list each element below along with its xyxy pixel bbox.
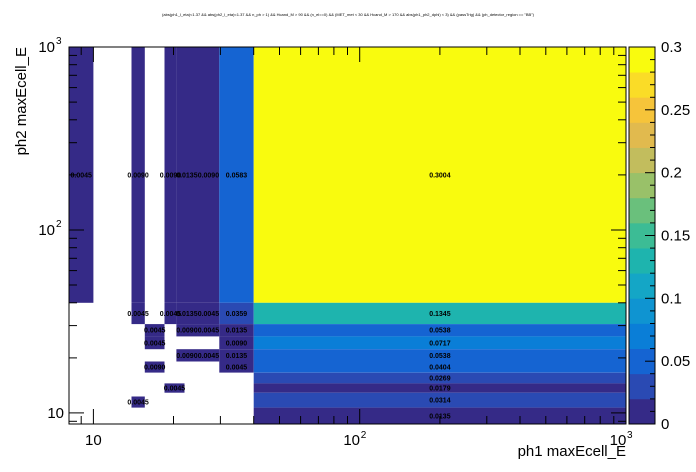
cell-value-label: 0.0583 [226,172,248,179]
colorbar-tick-label: 0.1 [661,290,682,307]
heatmap-cell [131,47,145,303]
cell-value-label: 0.0135 [176,172,198,179]
cell-value-label: 0.0090 [176,328,198,335]
colorbar: 0 0.05 0.1 0.15 0.2 0.25 0.3 [628,39,690,433]
heatmap-cell [164,47,177,303]
heatmap-cell [253,324,626,337]
cell-value-label: 0.0045 [70,172,92,179]
x-tick-exponent: 3 [627,430,633,441]
heatmap-cell [219,324,254,337]
heatmap-cell [253,372,626,384]
heatmap-cell [219,336,254,350]
x-tick-label: 10 [85,432,102,449]
cell-value-label: 0.0045 [127,400,149,407]
x-tick-label: 10 [343,432,360,449]
cell-value-label: 0.0045 [164,386,186,393]
cell-value-label: 0.0135 [176,311,198,318]
colorbar-tick-label: 0.3 [661,39,682,56]
heatmap-cells [69,47,626,424]
heatmap-cell [253,336,626,350]
colorbar-tick-label: 0.25 [661,102,690,119]
y-axis-title: ph2 maxEcell_E [13,47,30,155]
heatmap-cell [219,302,254,325]
heatmap-cell [219,349,254,362]
colorbar-tick-label: 0.15 [661,228,690,245]
heatmap-cell [144,324,165,337]
cell-value-label: 0.0045 [127,311,149,318]
y-tick-label: 10 [38,222,55,239]
y-tick-label: 10 [38,39,55,56]
x-tick-exponent: 2 [361,430,367,441]
heatmap-cell [219,47,254,303]
cell-value-label: 0.0179 [429,386,451,393]
heatmap-cell [144,361,165,373]
cell-value-label: 0.0045 [160,311,182,318]
cell-value-label: 0.0717 [429,340,451,347]
heatmap-cell [176,324,198,337]
heatmap-cell [253,407,626,424]
heatmap-cell [197,47,220,303]
cell-value-label: 0.0045 [198,328,220,335]
heatmap-cell [197,324,220,337]
y-tick-exponent: 3 [56,36,62,47]
heatmap-cell [144,336,165,350]
cell-value-label: 0.0090 [160,172,182,179]
heatmap-cell [164,302,177,325]
cell-value-label: 0.0090 [176,353,198,360]
plot-title: (abs(ph1_l_eta)<1.37 && abs(ph2_l_eta)<1… [162,12,535,17]
heatmap-cell [253,392,626,408]
cell-value-label: 0.0538 [429,328,451,335]
heatmap-cell [253,349,626,362]
heatmap-cell [176,302,198,325]
cell-value-label: 0.0135 [226,353,248,360]
cell-value-label: 0.0314 [429,398,451,405]
cell-value-label: 0.0538 [429,353,451,360]
y-tick-exponent: 2 [56,219,62,230]
heatmap-cell [197,349,220,362]
heatmap-cell [197,302,220,325]
heatmap-cell [253,47,626,303]
cell-value-label: 0.0404 [429,365,451,372]
cell-value-label: 0.0045 [198,311,220,318]
cell-value-label: 0.0090 [226,340,248,347]
cell-value-label: 0.1345 [429,311,451,318]
heatmap-cell [131,302,145,325]
cell-value-label: 0.0135 [226,328,248,335]
cell-value-label: 0.0269 [429,376,451,383]
cell-value-label: 0.0090 [198,172,220,179]
y-tick-label: 10 [47,405,64,422]
x-tick-label: 10 [610,432,627,449]
cell-value-label: 0.0359 [226,311,248,318]
cell-value-label: 0.0045 [198,353,220,360]
cell-value-label: 0.3004 [429,172,451,179]
heatmap-cell [176,349,198,362]
colorbar-tick-label: 0.05 [661,353,690,370]
heatmap-cell [253,383,626,393]
cell-value-label: 0.0045 [144,340,166,347]
heatmap-cell [176,47,198,303]
cell-value-label: 0.0045 [226,365,248,372]
cell-value-label: 0.0090 [144,365,166,372]
heatmap-cell [219,361,254,373]
heatmap-cell [253,302,626,325]
cell-value-label: 0.0090 [127,172,149,179]
heatmap-cell [131,396,145,408]
heatmap-cell [164,383,185,393]
cell-value-label: 0.0045 [144,328,166,335]
x-axis-title: ph1 maxEcell_E [518,443,626,460]
colorbar-tick-label: 0.2 [661,165,682,182]
colorbar-tick-label: 0 [661,416,669,433]
heatmap-cell [253,361,626,373]
